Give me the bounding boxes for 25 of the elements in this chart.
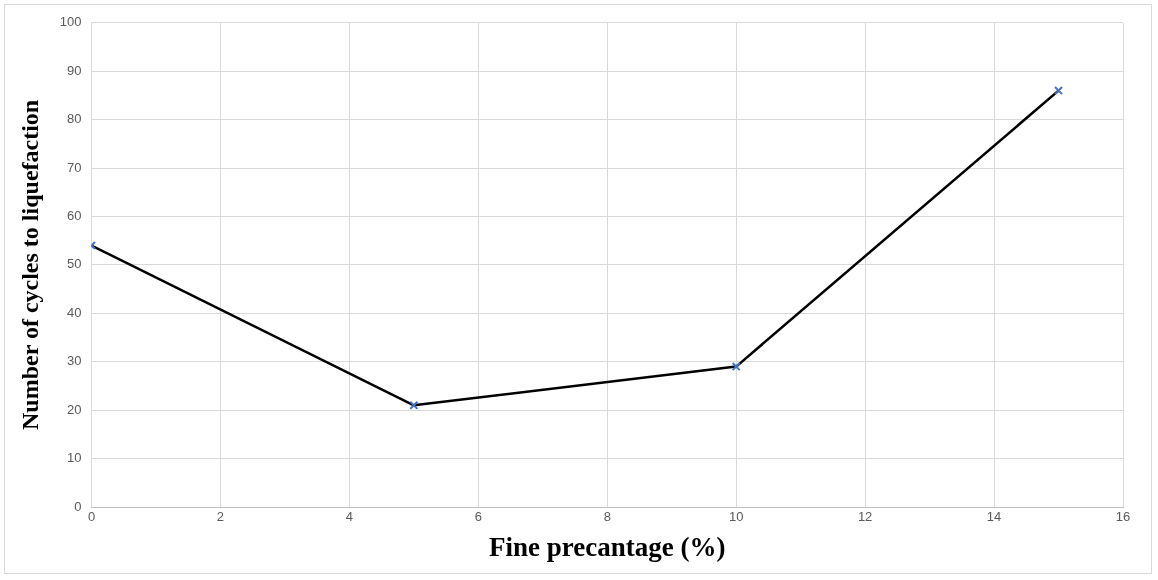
point bbox=[409, 400, 419, 410]
x-tick-label: 16 bbox=[1115, 509, 1131, 525]
y-tick-label: 100 bbox=[59, 14, 82, 30]
x-tick-label: 12 bbox=[857, 509, 873, 525]
y-tick-label: 10 bbox=[67, 450, 82, 466]
y-tick-label: 20 bbox=[67, 401, 82, 417]
x-tick-label: 0 bbox=[87, 509, 96, 525]
x-axis-title: Fine precantage (%) bbox=[489, 531, 726, 562]
y-tick-label: 50 bbox=[67, 256, 82, 272]
point bbox=[731, 362, 741, 372]
y-tick-label: 70 bbox=[67, 159, 82, 175]
x-tick-label: 6 bbox=[474, 509, 482, 525]
x-tick-label: 14 bbox=[986, 509, 1002, 525]
y-tick-label: 40 bbox=[67, 304, 82, 320]
x-tick-label: 2 bbox=[216, 509, 225, 525]
x-tick-label: 8 bbox=[603, 509, 611, 525]
x-tick-label: 10 bbox=[728, 509, 744, 525]
x-tick-label: 4 bbox=[345, 509, 353, 525]
y-tick-label: 30 bbox=[67, 353, 82, 369]
y-tick-label: 60 bbox=[67, 208, 82, 224]
y-tick-label: 0 bbox=[74, 498, 82, 514]
y-axis-title: Number of cycles to liquefaction bbox=[16, 99, 43, 430]
y-tick-label: 80 bbox=[67, 111, 82, 127]
point bbox=[1053, 86, 1064, 96]
y-tick-label: 90 bbox=[67, 62, 82, 78]
